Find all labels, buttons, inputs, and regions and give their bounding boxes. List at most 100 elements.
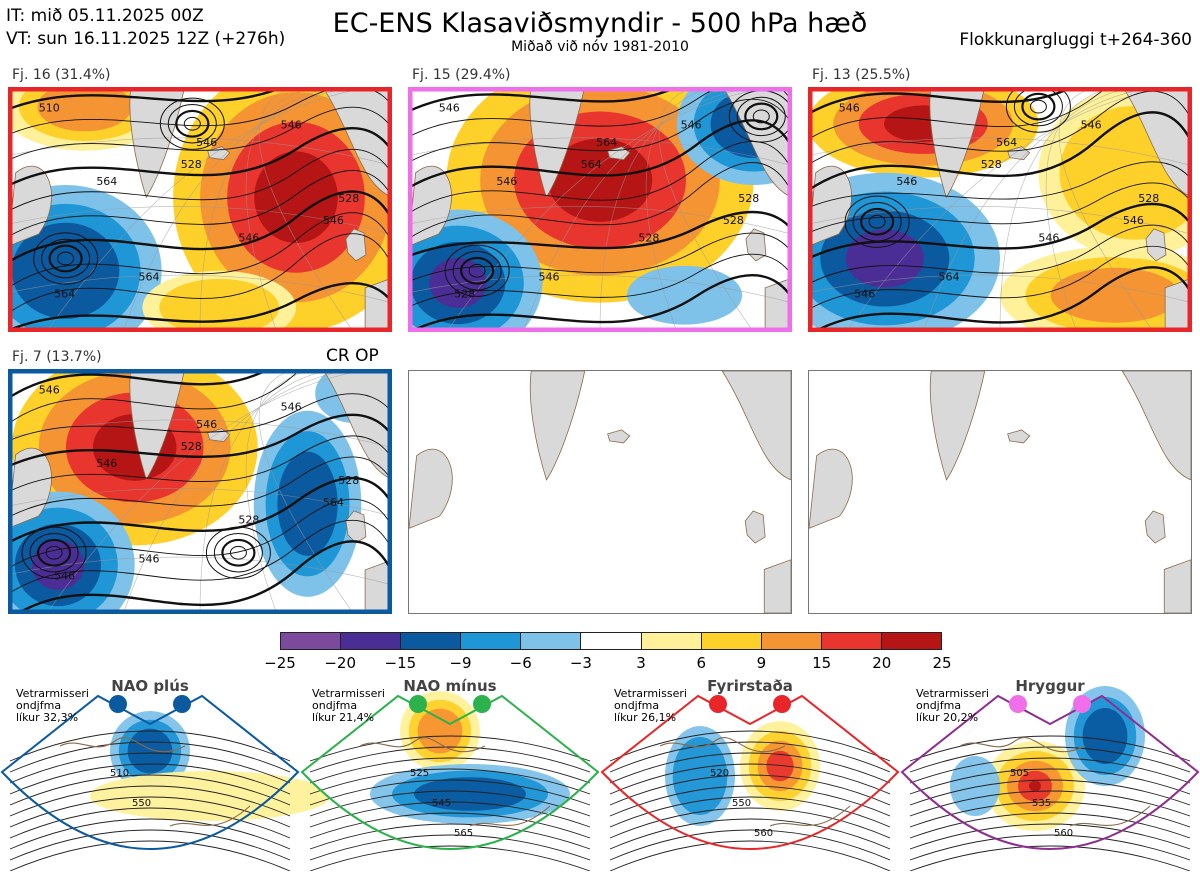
closed-contour	[736, 96, 786, 137]
regime-schematic: 510 550	[0, 694, 330, 872]
regime-anomaly	[1029, 780, 1041, 792]
regime-anomaly	[766, 750, 794, 782]
regime-note-line: Vetrarmisseri	[312, 687, 385, 700]
valid-time: VT: sun 16.11.2025 12Z (+276h)	[6, 29, 286, 49]
closed-contour	[1029, 99, 1047, 114]
regime-note-line: líkur 26,1%	[614, 711, 677, 724]
regime-dot	[1009, 695, 1027, 713]
closed-contour	[57, 251, 75, 266]
anomaly-shading	[547, 138, 653, 222]
height-contour	[408, 98, 792, 164]
regime-contour	[309, 812, 591, 839]
height-contour	[408, 211, 792, 258]
closed-contour	[221, 538, 256, 567]
contour-label: 564	[96, 175, 117, 188]
regime-contour	[9, 785, 291, 817]
regime-contour	[909, 790, 1191, 817]
colorbar-ticks: −25 −20 −15 −9 −6 −3 3 6 9 15 20 25	[264, 654, 951, 674]
empty-map	[408, 370, 792, 614]
greenland	[129, 369, 186, 481]
europe	[364, 559, 392, 614]
closed-contour	[229, 545, 247, 560]
colorbar-bin	[821, 633, 882, 649]
contour-label: 546	[281, 119, 302, 132]
contour-label: 564	[139, 271, 160, 284]
colorbar-tick: 20	[872, 654, 892, 672]
height-contour	[808, 245, 1192, 311]
graticule	[408, 87, 792, 332]
height-contour	[408, 274, 792, 332]
parallel	[8, 419, 392, 448]
meridian	[199, 369, 335, 614]
meridian	[245, 87, 316, 332]
regime-contour	[609, 807, 891, 839]
anomaly-shading	[845, 229, 924, 288]
height-contour	[808, 90, 1192, 166]
regime-contour-label: 550	[732, 798, 751, 809]
colorbar-bin	[341, 633, 402, 649]
colorbar-tick: −15	[384, 654, 417, 672]
contour-label: 528	[1138, 192, 1159, 205]
regime-schematic: 525 545 565	[300, 691, 600, 872]
cluster-field: 546 528 546 564 546 546 546 546 564 528	[808, 87, 1192, 332]
cluster-map-4: 546 528 564 546 546 546 528 546 546 528	[8, 369, 392, 614]
regime-note-3: Vetrarmisseri ondjfma líkur 26,1%	[614, 688, 687, 724]
meridian	[846, 87, 1173, 332]
landmass-west	[408, 448, 453, 529]
regime-contour	[309, 768, 591, 795]
colorbar-tick: −20	[324, 654, 356, 672]
meridian	[999, 87, 1135, 332]
regime-dot	[173, 695, 191, 713]
regime-schematics: 510 550 525 545 565 520 550 560 505 535 560	[0, 686, 1200, 872]
regime-title-blocking: Fyrirstaða	[707, 677, 793, 695]
regime-schematic: 520 550 560	[600, 694, 900, 872]
meridian	[522, 87, 754, 332]
height-contours	[8, 369, 392, 614]
height-contour	[808, 87, 1192, 141]
regime-coastline	[959, 737, 1151, 827]
closed-contour	[167, 104, 217, 144]
contour-label: 564	[939, 271, 960, 284]
regime-row: 510 550 525 545 565 520 550 560 505 535 560	[0, 676, 1200, 872]
british-isles	[745, 228, 767, 262]
regime-contour	[309, 823, 591, 850]
contour-label: 546	[1081, 119, 1102, 132]
parallel	[408, 206, 792, 235]
regime-contour	[609, 763, 891, 795]
regime-contour	[309, 845, 591, 872]
iceland	[607, 429, 631, 444]
colorbar-tick: −25	[264, 654, 296, 672]
contour-label: 546	[196, 136, 217, 149]
closed-contour	[752, 109, 770, 124]
meridian	[258, 369, 354, 614]
closed-contour	[744, 102, 779, 131]
closed-contour	[45, 545, 63, 560]
colorbar-bin	[641, 633, 702, 649]
regime-border	[300, 694, 600, 850]
regime-contour	[909, 812, 1191, 839]
regime-dot	[409, 695, 427, 713]
regime-contour	[909, 823, 1191, 850]
regime-contour	[609, 774, 891, 806]
regime-contour-label: 520	[710, 768, 729, 779]
regime-contour	[909, 845, 1191, 872]
regime-note-line: líkur 32,3%	[16, 711, 79, 724]
landmass	[8, 369, 392, 614]
colorbar	[280, 632, 942, 650]
regime-contour	[909, 768, 1191, 795]
scandinavia	[1121, 370, 1192, 481]
regime-contour	[309, 735, 591, 762]
cluster-field: 546 564 528 546 546 546 528 528 564 528	[408, 87, 792, 332]
contour-label: 546	[54, 570, 75, 583]
regime-contour	[309, 790, 591, 817]
colorbar-tick: −3	[569, 654, 592, 672]
height-contour	[808, 111, 1192, 193]
cluster-label-1: Fj. 16 (31.4%)	[12, 67, 111, 83]
meridian	[258, 87, 354, 332]
regime-contour-label: 545	[432, 798, 451, 809]
height-contour	[8, 369, 272, 400]
cluster-map-3: 546 528 546 564 546 546 546 546 564 528	[808, 87, 1192, 332]
regime-anomaly	[127, 728, 173, 774]
regime-contour	[9, 796, 291, 828]
regime-title-nao-plus: NAO plús	[111, 677, 189, 695]
